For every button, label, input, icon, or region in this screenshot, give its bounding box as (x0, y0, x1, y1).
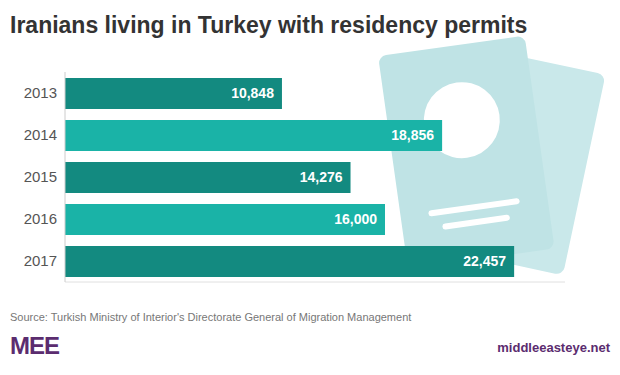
svg-text:2016: 2016 (24, 210, 57, 227)
html-text:MEE: MEE (10, 332, 59, 359)
svg-text:2013: 2013 (24, 84, 57, 101)
html-text:Iranians living in Turkey with: Iranians living in Turkey with residency… (10, 12, 528, 38)
svg-text:16,000: 16,000 (334, 211, 377, 227)
html-text:middleeasteye.net: middleeasteye.net (497, 340, 610, 355)
svg-text:18,856: 18,856 (391, 127, 434, 143)
svg-text:2014: 2014 (24, 126, 57, 143)
svg-text:22,457: 22,457 (463, 253, 506, 269)
html-text:Source: Turkish Ministry of In: Source: Turkish Ministry of Interior's D… (10, 311, 412, 323)
svg-text:2015: 2015 (24, 168, 57, 185)
svg-text:10,848: 10,848 (231, 85, 274, 101)
svg-text:2017: 2017 (24, 252, 57, 269)
svg-text:14,276: 14,276 (300, 169, 343, 185)
